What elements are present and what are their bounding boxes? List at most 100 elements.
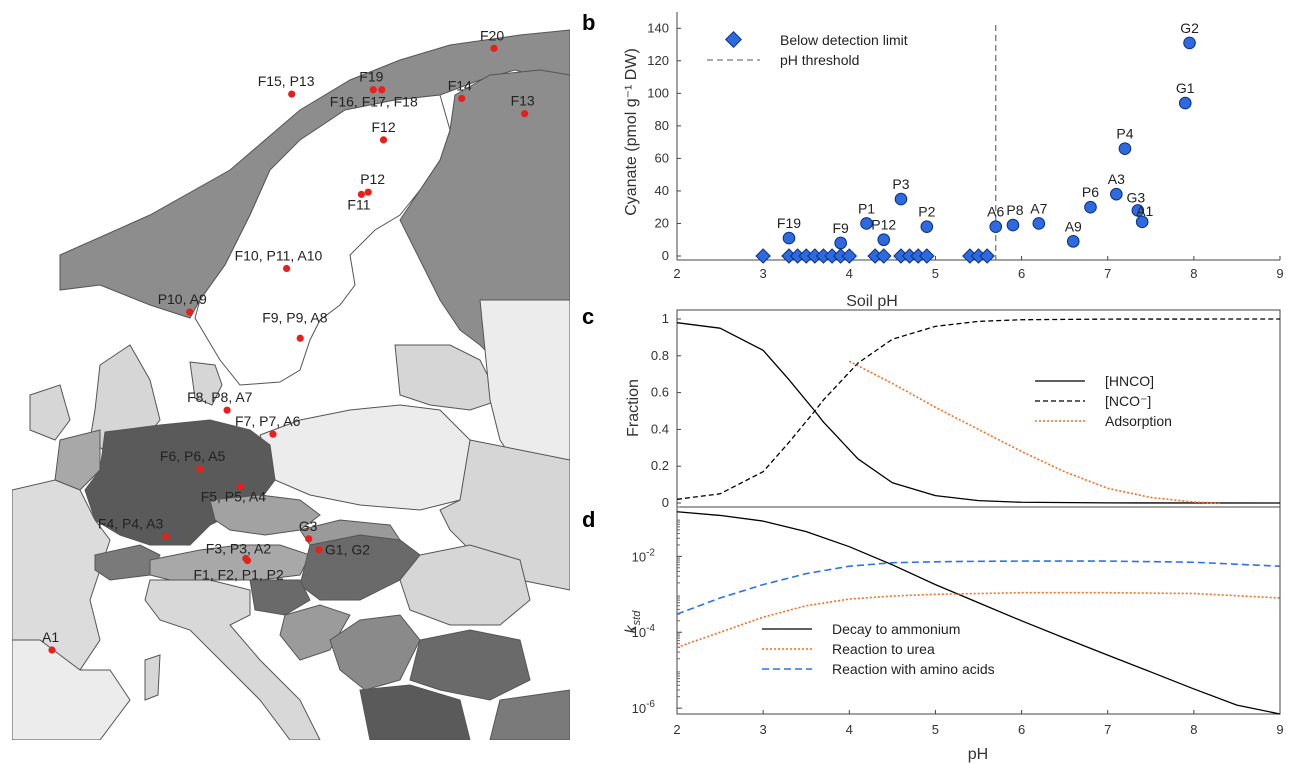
c-y-tick-label: 0: [662, 495, 669, 510]
d-lines: [677, 512, 1280, 714]
c-y-tick-label: 0.8: [651, 348, 669, 363]
b-data-point: [878, 234, 890, 246]
b-point-label: P3: [892, 176, 909, 192]
b-y-tick-label: 60: [655, 150, 669, 165]
panel-label-c: c: [582, 304, 594, 329]
b-below-detection-points: [756, 249, 994, 263]
b-x-tick-label: 5: [932, 266, 939, 281]
b-x-tick-label: 9: [1276, 266, 1283, 281]
b-point-label: P6: [1082, 184, 1099, 200]
b-legend-diamond-icon: [726, 32, 742, 48]
d-legend-urea: Reaction to urea: [832, 641, 935, 657]
b-point-label: P1: [858, 200, 875, 216]
d-x-tick-label: 6: [1018, 722, 1025, 737]
c-y-tick-label: 1: [662, 311, 669, 326]
site-dot: [458, 95, 465, 102]
d-frame: [677, 507, 1280, 714]
site-dot: [224, 407, 231, 414]
d-x-tick-label: 4: [846, 722, 853, 737]
b-data-point: [1111, 188, 1123, 200]
b-legend-below-detection: Below detection limit: [780, 32, 908, 48]
b-y-tick-label: 40: [655, 183, 669, 198]
d-y-tick-label: 10-2: [632, 547, 656, 564]
d-series-line: [677, 512, 1280, 714]
b-point-label: P12: [871, 217, 896, 233]
c-series-line: [677, 319, 1280, 499]
b-data-point: [1033, 218, 1045, 230]
site-label: F4, P4, A3: [98, 516, 164, 532]
site-dot: [269, 431, 276, 438]
site-dot: [305, 535, 312, 542]
chart-d: 2 3 4 5 6 7 8 9 10-2 10-4 10-6 pH kstd Decay to am…: [623, 507, 1284, 763]
d-x-axis-label: pH: [968, 746, 988, 763]
d-legend-decay: Decay to ammonium: [832, 621, 960, 637]
d-legend: Decay to ammonium Reaction to urea React…: [762, 621, 995, 677]
c-series-line: [849, 361, 1219, 503]
b-legend-threshold: pH threshold: [780, 52, 859, 68]
site-dot: [521, 110, 528, 117]
chart-c: 00.20.40.60.81 Fraction [HNCO] [NCO⁻] Ad…: [625, 310, 1280, 510]
site-dot: [365, 189, 372, 196]
b-point-label: A6: [987, 204, 1004, 220]
b-point-label: P8: [1006, 202, 1023, 218]
site-label: F20: [480, 27, 504, 43]
site-dot: [297, 335, 304, 342]
b-y-tick-label: 0: [662, 248, 669, 263]
land-romania: [400, 545, 530, 625]
b-x-tick-label: 3: [760, 266, 767, 281]
c-legend-hnco: [HNCO]: [1105, 373, 1154, 389]
site-dot: [378, 86, 385, 93]
b-y-axis-label: Cyanate (pmol g⁻¹ DW): [623, 48, 640, 216]
site-label: A1: [42, 629, 59, 645]
d-x-tick-label: 2: [673, 722, 680, 737]
b-point-label: P4: [1116, 126, 1133, 142]
site-label: F6, P6, A5: [160, 448, 226, 464]
site-label: F7, P7, A6: [235, 413, 301, 429]
b-y-tick-label: 140: [647, 20, 669, 35]
b-point-label: P2: [918, 204, 935, 220]
b-data-point: [921, 221, 933, 233]
land-corsica: [145, 655, 160, 700]
b-data-point: [990, 221, 1002, 233]
b-x-axis-label: Soil pH: [846, 293, 898, 310]
b-point-label: A3: [1108, 171, 1125, 187]
b-point-label: G2: [1180, 20, 1199, 36]
site-dot: [315, 546, 322, 553]
b-x-tick-label: 2: [673, 266, 680, 281]
c-ticks: 0 0.2 0.4 0.6 0.8 1: [651, 311, 681, 510]
c-legend: [HNCO] [NCO⁻] Adsorption: [1035, 373, 1172, 429]
b-data-point: [1179, 97, 1191, 109]
d-series-line: [677, 561, 1280, 614]
site-label: F14: [448, 77, 472, 93]
site-label: F19: [359, 69, 383, 85]
b-point-label: A7: [1030, 200, 1047, 216]
c-lines: [677, 319, 1280, 503]
site-label: P12: [360, 171, 385, 187]
site-dot: [162, 533, 169, 540]
b-below-detection-point: [920, 249, 934, 263]
d-x-tick-label: 9: [1276, 722, 1283, 737]
site-label: F9, P9, A8: [262, 309, 328, 325]
d-legend-amino: Reaction with amino acids: [832, 661, 995, 677]
d-x-tick-label: 3: [760, 722, 767, 737]
b-legend: Below detection limit pH threshold: [707, 32, 908, 68]
site-dot: [48, 646, 55, 653]
b-y-tick-label: 120: [647, 53, 669, 68]
site-label: F13: [511, 93, 535, 109]
site-label: F16, F17, F18: [330, 94, 418, 110]
b-x-tick-label: 6: [1018, 266, 1025, 281]
b-below-detection-point: [842, 249, 856, 263]
b-below-detection-point: [756, 249, 770, 263]
b-data-point: [895, 193, 907, 205]
b-below-detection-point: [877, 249, 891, 263]
b-y-tick-label: 20: [655, 215, 669, 230]
b-data-point: [783, 232, 795, 244]
c-y-axis-label: Fraction: [625, 379, 642, 437]
site-dot: [380, 136, 387, 143]
panel-label-d: d: [582, 507, 595, 532]
b-data-point: [835, 237, 847, 249]
c-y-tick-label: 0.2: [651, 458, 669, 473]
c-frame: [677, 310, 1280, 507]
